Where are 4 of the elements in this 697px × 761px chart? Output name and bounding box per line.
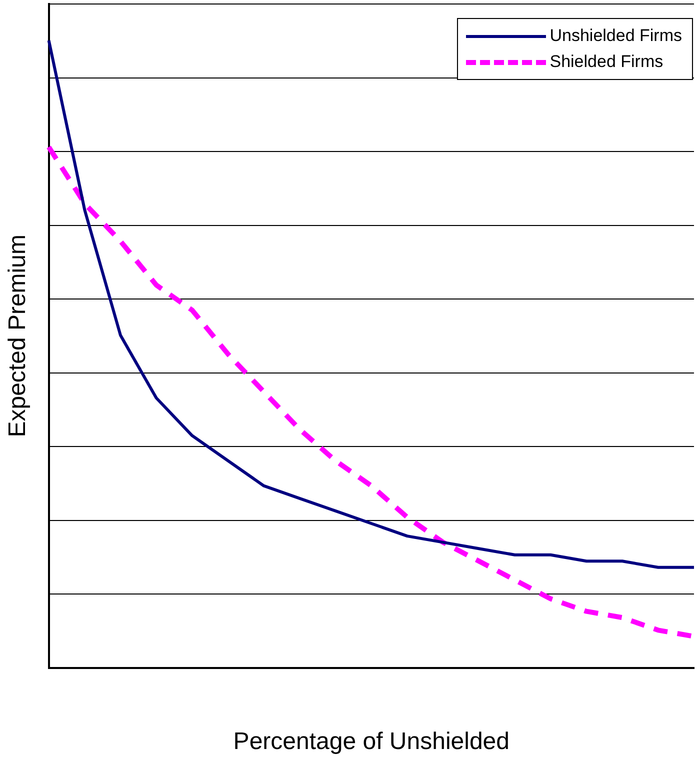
legend-label: Unshielded Firms bbox=[550, 26, 682, 46]
x-axis-title: Percentage of Unshielded bbox=[233, 728, 510, 756]
legend-label: Shielded Firms bbox=[550, 52, 664, 72]
y-axis-title: Expected Premium bbox=[4, 234, 32, 438]
